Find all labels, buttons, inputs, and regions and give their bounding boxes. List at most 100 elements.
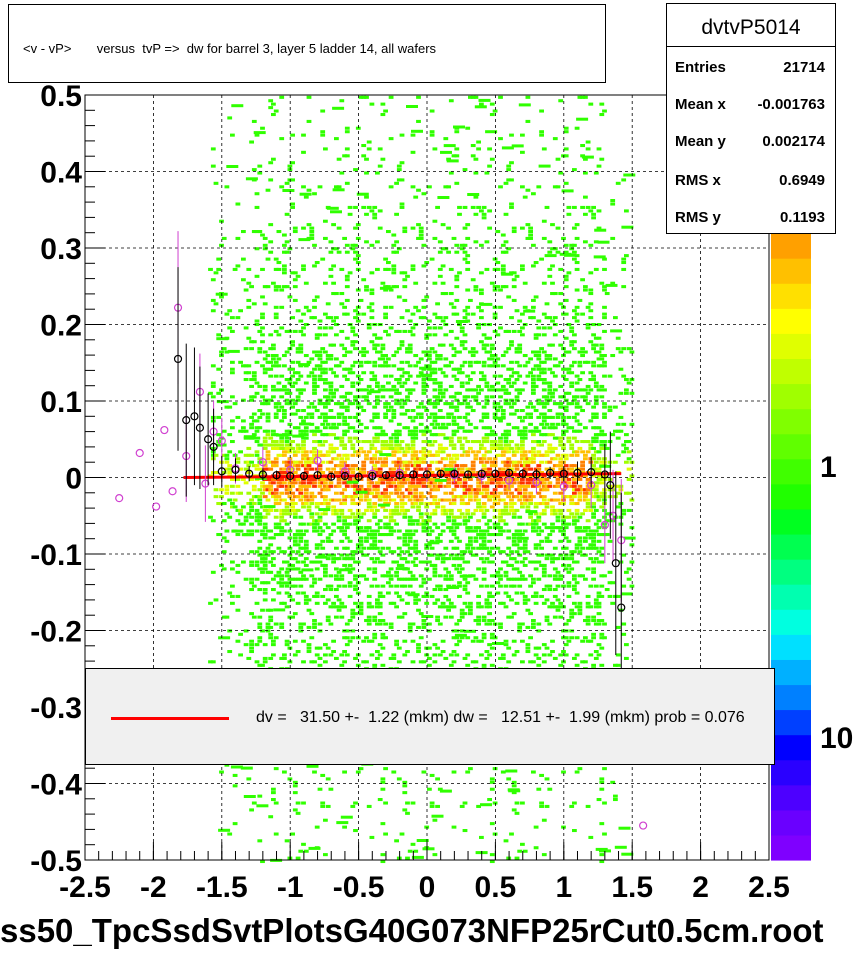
heatmap-cell (451, 374, 457, 378)
heatmap-cell (432, 360, 438, 364)
heatmap-cell (314, 354, 320, 358)
heatmap-cell (375, 495, 380, 499)
heatmap-cell (336, 364, 342, 368)
heatmap-cell (358, 488, 364, 492)
heatmap-cell (574, 560, 580, 564)
heatmap-cell (254, 560, 260, 564)
heatmap-cell (257, 384, 263, 388)
heatmap-cell (388, 326, 394, 330)
heatmap-cell (547, 498, 553, 502)
heatmap-cell (555, 364, 561, 368)
heatmap-cell (358, 515, 364, 519)
heatmap-cell (383, 312, 388, 316)
heatmap-cell (531, 619, 536, 623)
heatmap-cell (361, 347, 367, 351)
heatmap-cell (520, 440, 525, 444)
heatmap-cell (495, 230, 501, 234)
heatmap-cell (520, 264, 525, 268)
heatmap-cell (580, 354, 585, 358)
heatmap-cell (254, 577, 260, 581)
heatmap-cell (421, 243, 427, 247)
heatmap-cell (541, 433, 547, 437)
heatmap-cell (451, 395, 457, 399)
heatmap-cell (533, 429, 539, 433)
heatmap-cell (309, 429, 315, 433)
heatmap-cell (388, 436, 394, 440)
heatmap-cell (306, 481, 312, 485)
heatmap-cell (446, 226, 451, 230)
heatmap-cell (481, 546, 487, 550)
heatmap-cell (574, 453, 580, 457)
heatmap-cell (462, 205, 468, 209)
heatmap-cell (391, 354, 397, 358)
heatmap-cell (479, 557, 484, 561)
heatmap-cell (476, 546, 481, 550)
heatmap-cell (479, 209, 484, 213)
heatmap-cell (572, 656, 577, 660)
heatmap-cell (276, 453, 282, 457)
heatmap-cell (235, 570, 241, 574)
heatmap-cell (358, 498, 364, 502)
heatmap-cell (492, 285, 498, 289)
heatmap-cell (273, 460, 279, 464)
heatmap-cell (520, 185, 525, 189)
heatmap-cell (282, 653, 287, 657)
heatmap-cell (301, 481, 306, 485)
heatmap-cell (541, 360, 547, 364)
heatmap-cell (473, 457, 479, 461)
heatmap-cell (541, 567, 547, 571)
heatmap-cell (260, 402, 265, 406)
heatmap-cell (495, 581, 501, 585)
heatmap-cell (473, 212, 479, 216)
heatmap-cell (249, 529, 254, 533)
heatmap-cell (290, 360, 295, 364)
heatmap-cell (541, 326, 547, 330)
heatmap-cell (457, 619, 462, 623)
heatmap-cell (328, 384, 334, 388)
heatmap-cell (342, 563, 347, 567)
heatmap-cell (339, 329, 345, 333)
heatmap-cell (498, 481, 503, 485)
heatmap-cell (334, 484, 339, 488)
heatmap-cell (451, 502, 457, 506)
heatmap-cell (224, 405, 230, 409)
heatmap-cell (273, 636, 279, 640)
heatmap-cell (528, 226, 533, 230)
heatmap-cell (427, 656, 432, 660)
heatmap-cell (462, 495, 468, 499)
heatmap-cell (457, 515, 462, 519)
heatmap-cell (232, 773, 238, 777)
heatmap-cell (328, 409, 334, 413)
heatmap-cell (262, 533, 268, 537)
heatmap-cell (459, 608, 465, 612)
heatmap-cell (251, 412, 257, 416)
heatmap-cell (377, 471, 383, 475)
heatmap-cell (336, 422, 342, 426)
heatmap-cell (443, 512, 449, 516)
heatmap-cell (479, 543, 484, 547)
heatmap-cell (386, 285, 391, 289)
heatmap-cell (292, 285, 298, 289)
heatmap-cell (429, 367, 435, 371)
heatmap-cell (498, 395, 503, 399)
heatmap-cell (522, 471, 528, 475)
heatmap-cell (260, 364, 265, 368)
heatmap-cell (355, 319, 361, 323)
heatmap-cell (227, 433, 233, 437)
heatmap-cell (459, 340, 465, 344)
heatmap-cell (509, 446, 514, 450)
heatmap-cell (454, 546, 460, 550)
heatmap-cell (459, 636, 465, 640)
heatmap-cell (273, 443, 279, 447)
heatmap-cell (405, 650, 410, 654)
heatmap-cell (435, 553, 440, 557)
heatmap-cell (429, 433, 435, 437)
heatmap-cell (353, 205, 358, 209)
heatmap-cell (473, 171, 479, 175)
heatmap-cell (402, 639, 408, 643)
heatmap-cell (457, 436, 462, 440)
heatmap-cell (388, 446, 394, 450)
heatmap-cell (457, 508, 462, 512)
heatmap-cell (541, 653, 547, 657)
heatmap-cell (520, 591, 525, 595)
